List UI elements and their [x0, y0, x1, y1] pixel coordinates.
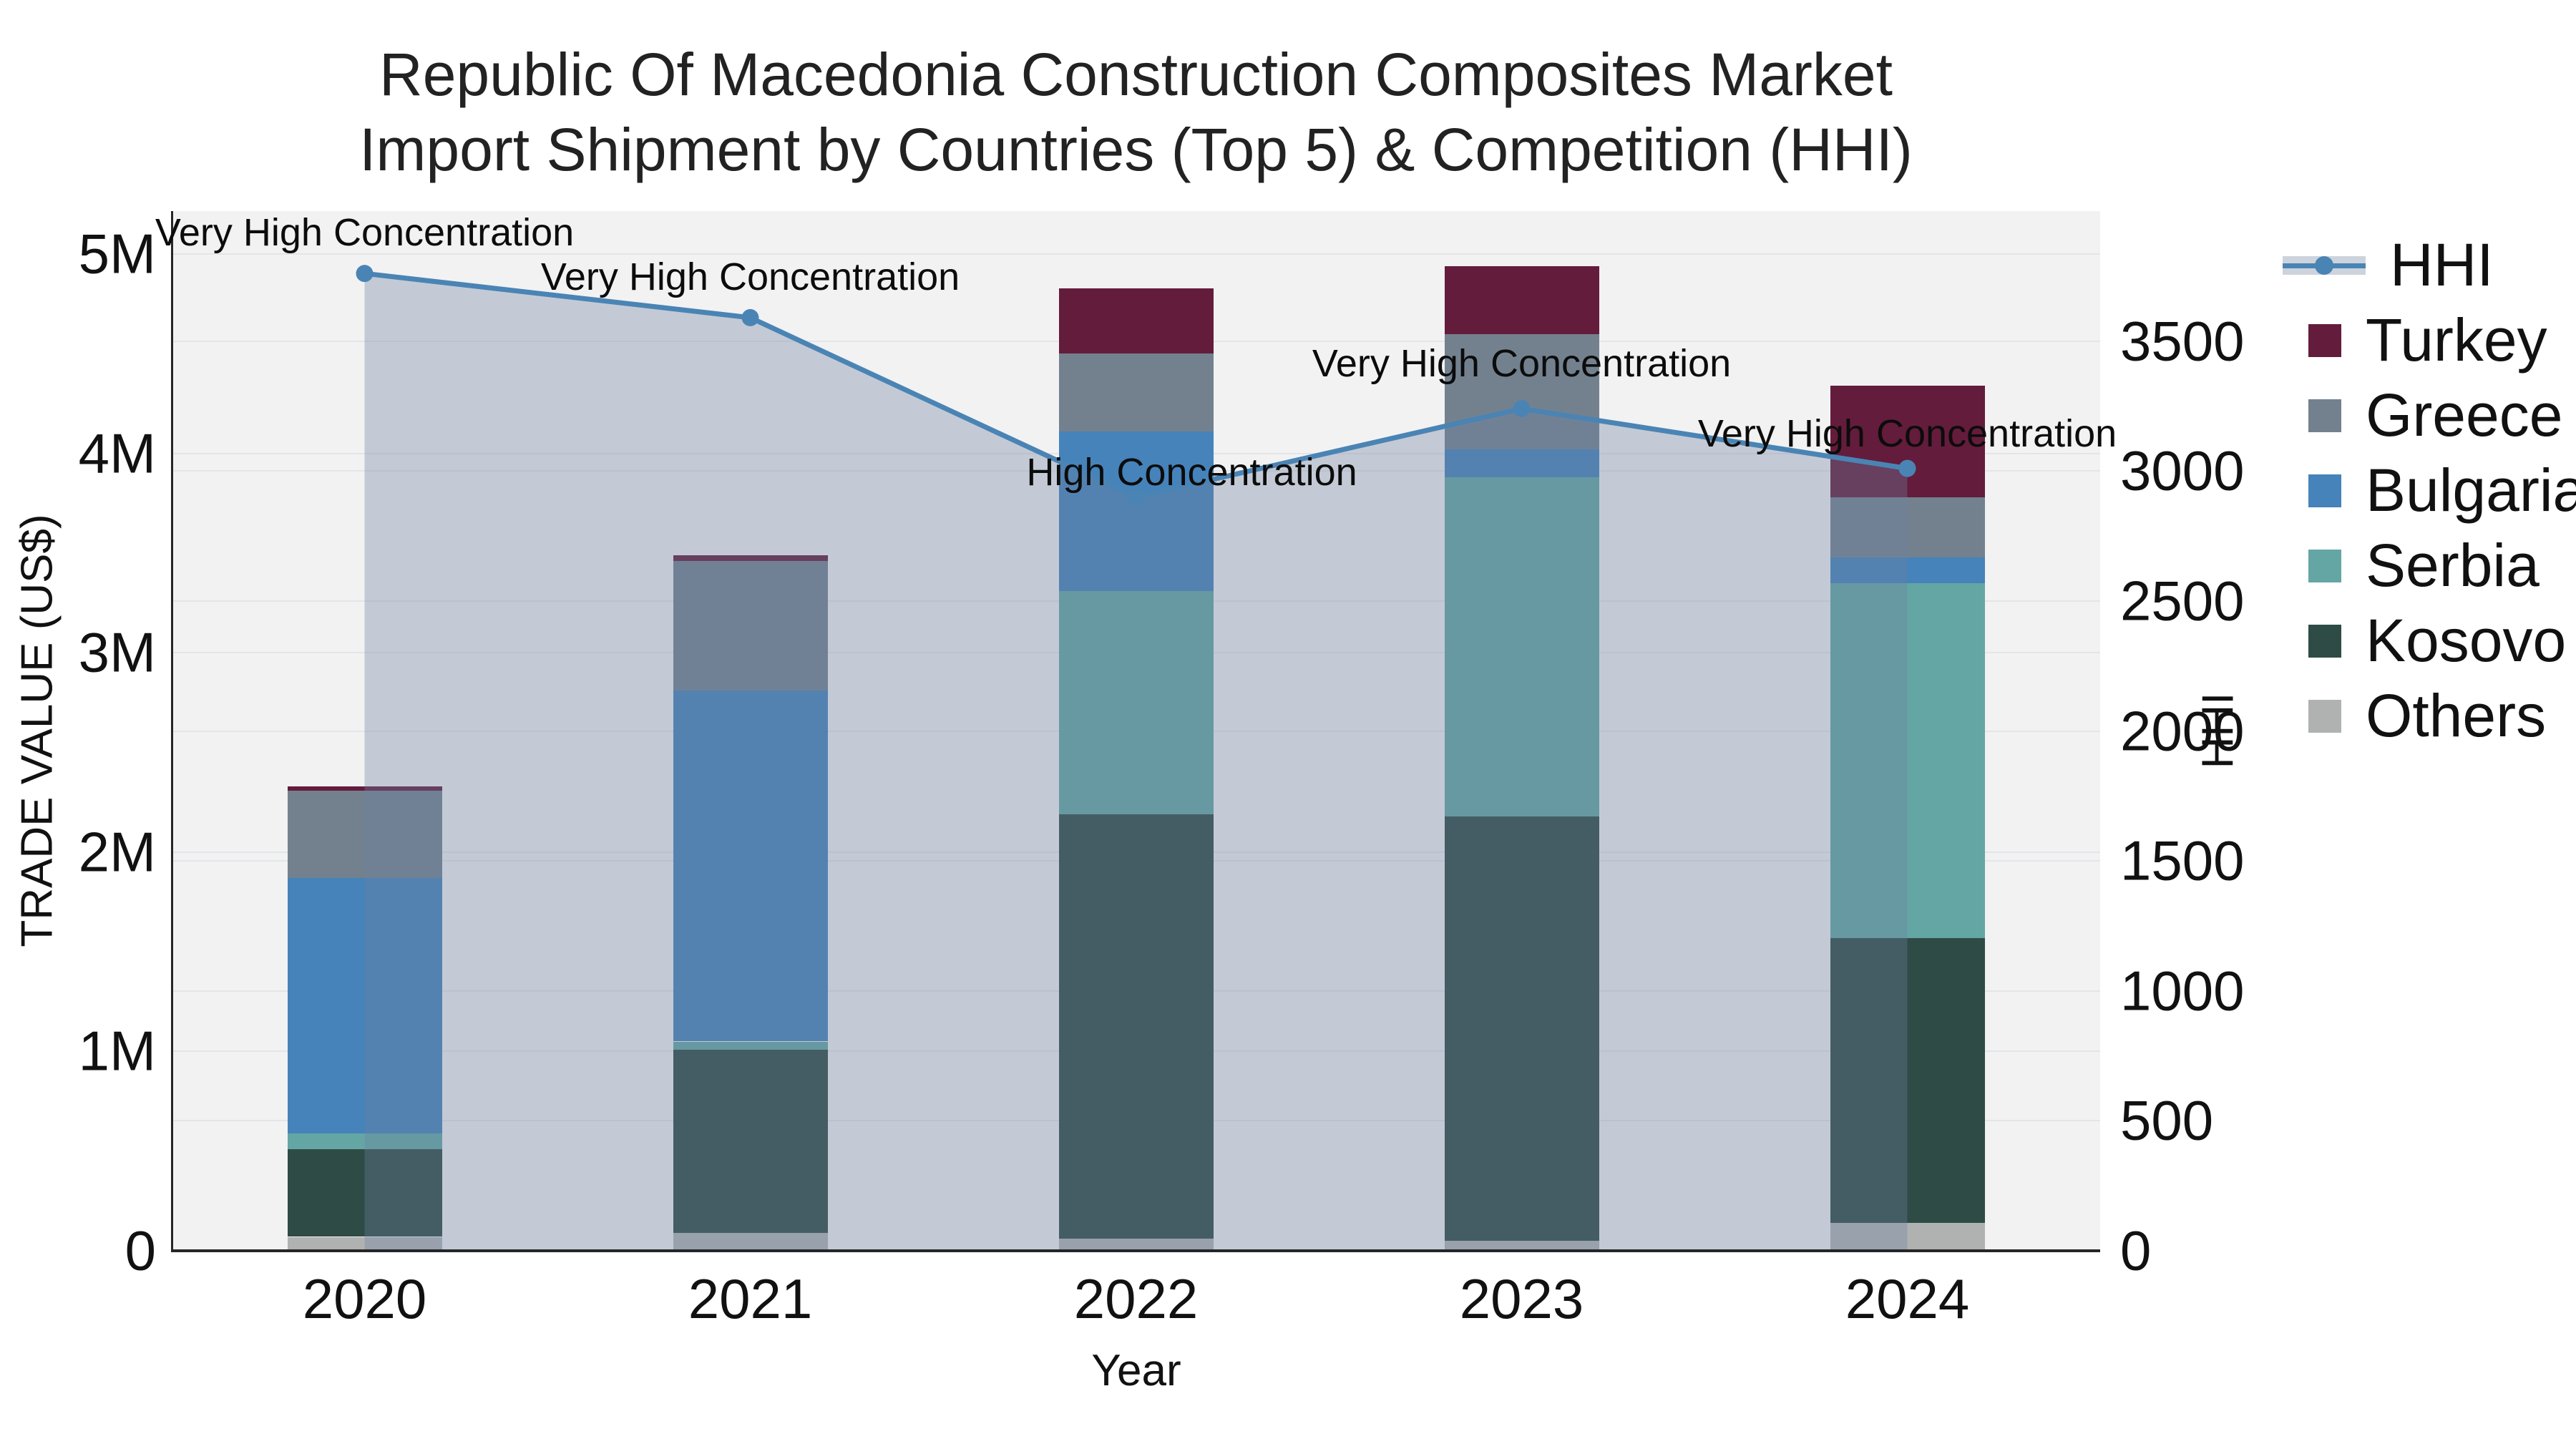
legend-label-kosovo: Kosovo	[2366, 607, 2567, 674]
legend-item-greece[interactable]: Greece	[2283, 378, 2576, 453]
x-tick-2023: 2023	[1459, 1267, 1584, 1330]
hhi-marker-icon	[2315, 255, 2333, 275]
legend-swatch-bulgaria	[2308, 474, 2341, 507]
bar-segment-bulgaria-2022[interactable]	[1058, 431, 1214, 591]
x-tick-2022: 2022	[1073, 1267, 1199, 1330]
annotation-2021: Very High Concentration	[540, 255, 960, 298]
y-right-tick-0: 0	[2120, 1219, 2152, 1282]
hhi-line-layer	[356, 265, 1916, 1252]
bar-segment-greece-2020[interactable]	[287, 790, 442, 879]
y-axis-right-title: HHI	[2193, 692, 2243, 769]
legend-swatch-turkey	[2308, 323, 2341, 357]
legend-label-bulgaria: Bulgaria	[2366, 457, 2576, 524]
y-right-tick-1500: 1500	[2120, 829, 2245, 892]
legend-swatch-serbia	[2308, 549, 2341, 582]
y-left-tick-0: 0	[125, 1219, 156, 1282]
bar-segment-bulgaria-2021[interactable]	[673, 691, 828, 1042]
gridline-trade-value	[172, 253, 2100, 255]
chart-title-line1: Republic Of Macedonia Construction Compo…	[379, 41, 1893, 108]
legend-label-others: Others	[2366, 682, 2547, 749]
bar-segment-greece-2023[interactable]	[1444, 333, 1599, 450]
hhi-marker-2023[interactable]	[1513, 400, 1531, 418]
hhi-area-fill	[364, 273, 1908, 1252]
annotation-2024: Very High Concentration	[1697, 411, 2117, 455]
y-left-tick-2M: 2M	[78, 820, 156, 884]
bar-segment-greece-2024[interactable]	[1830, 497, 1985, 557]
legend-swatch-kosovo	[2308, 624, 2341, 658]
legend-label-serbia: Serbia	[2366, 532, 2540, 599]
legend-item-serbia[interactable]: Serbia	[2283, 528, 2576, 603]
x-axis-title: Year	[1091, 1346, 1181, 1395]
bar-segment-greece-2021[interactable]	[673, 561, 828, 691]
hhi-marker-2020[interactable]	[356, 265, 374, 283]
bar-segment-serbia-2023[interactable]	[1444, 477, 1599, 816]
annotation-2022: High Concentration	[1026, 450, 1357, 494]
x-tick-2021: 2021	[688, 1267, 813, 1330]
y-left-tick-5M: 5M	[78, 222, 156, 286]
y-right-tick-3000: 3000	[2120, 439, 2245, 502]
bar-segment-others-2021[interactable]	[673, 1232, 828, 1251]
y-right-tick-1000: 1000	[2120, 959, 2245, 1023]
legend-label-hhi: HHI	[2390, 231, 2494, 298]
bar-segment-others-2023[interactable]	[1444, 1241, 1599, 1251]
bar-segment-serbia-2021[interactable]	[673, 1041, 828, 1050]
bar-segment-bulgaria-2020[interactable]	[287, 878, 442, 1133]
bar-segment-turkey-2020[interactable]	[287, 786, 442, 791]
hhi-marker-2022[interactable]	[1127, 488, 1145, 506]
bar-segment-serbia-2020[interactable]	[287, 1133, 442, 1149]
bar-segment-serbia-2024[interactable]	[1830, 582, 1985, 938]
legend-swatch-greece	[2308, 399, 2341, 432]
legend-item-hhi[interactable]: HHI	[2283, 228, 2576, 303]
annotation-2023: Very High Concentration	[1312, 342, 1732, 386]
bar-segment-serbia-2022[interactable]	[1058, 590, 1214, 814]
bar-segment-bulgaria-2023[interactable]	[1444, 449, 1599, 478]
annotation-2020: Very High Concentration	[155, 211, 575, 255]
y-right-tick-3500: 3500	[2120, 309, 2245, 373]
legend-item-others[interactable]: Others	[2283, 678, 2576, 753]
hhi-marker-2021[interactable]	[741, 308, 759, 326]
bar-segment-kosovo-2022[interactable]	[1058, 814, 1214, 1239]
hhi-marker-2024[interactable]	[1898, 459, 1916, 477]
legend-item-kosovo[interactable]: Kosovo	[2283, 603, 2576, 678]
chart-title: Republic Of Macedonia Construction Compo…	[172, 37, 2100, 187]
bar-segment-kosovo-2020[interactable]	[287, 1148, 442, 1237]
bar-segment-turkey-2023[interactable]	[1444, 265, 1599, 334]
y-left-tick-4M: 4M	[78, 421, 156, 485]
bar-segment-turkey-2024[interactable]	[1830, 386, 1985, 497]
bar-segment-others-2022[interactable]	[1058, 1239, 1214, 1251]
legend-item-turkey[interactable]: Turkey	[2283, 303, 2576, 378]
y-axis-left-title: TRADE VALUE (US$)	[12, 514, 62, 947]
y-left-tick-3M: 3M	[78, 620, 156, 684]
bar-segment-kosovo-2021[interactable]	[673, 1049, 828, 1233]
y-right-tick-500: 500	[2120, 1088, 2214, 1152]
legend: HHI Turkey Greece Bulgaria Serbia Kosovo Other…	[2283, 228, 2576, 753]
y-axis-line	[171, 211, 173, 1252]
bar-segment-turkey-2022[interactable]	[1058, 288, 1214, 354]
bar-segment-kosovo-2024[interactable]	[1830, 937, 1985, 1223]
legend-label-greece: Greece	[2366, 381, 2563, 449]
legend-item-bulgaria[interactable]: Bulgaria	[2283, 453, 2576, 528]
legend-swatch-others	[2308, 699, 2341, 733]
y-right-tick-2000: 2000	[2120, 699, 2245, 762]
y-left-tick-1M: 1M	[78, 1019, 156, 1083]
x-axis-line	[172, 1249, 2100, 1252]
legend-label-turkey: Turkey	[2366, 306, 2547, 374]
plot-area	[172, 211, 2100, 1251]
bar-segment-turkey-2021[interactable]	[673, 555, 828, 562]
bar-segment-others-2020[interactable]	[287, 1236, 442, 1251]
bar-segment-bulgaria-2024[interactable]	[1830, 557, 1985, 583]
bar-segment-others-2024[interactable]	[1830, 1223, 1985, 1251]
y-right-tick-2500: 2500	[2120, 569, 2245, 633]
x-tick-2024: 2024	[1845, 1267, 1970, 1330]
hhi-line-icon	[2283, 249, 2366, 282]
bar-segment-kosovo-2023[interactable]	[1444, 816, 1599, 1241]
bar-segment-greece-2022[interactable]	[1058, 353, 1214, 432]
chart-title-line2: Import Shipment by Countries (Top 5) & C…	[359, 116, 1913, 183]
x-tick-2020: 2020	[302, 1267, 427, 1330]
